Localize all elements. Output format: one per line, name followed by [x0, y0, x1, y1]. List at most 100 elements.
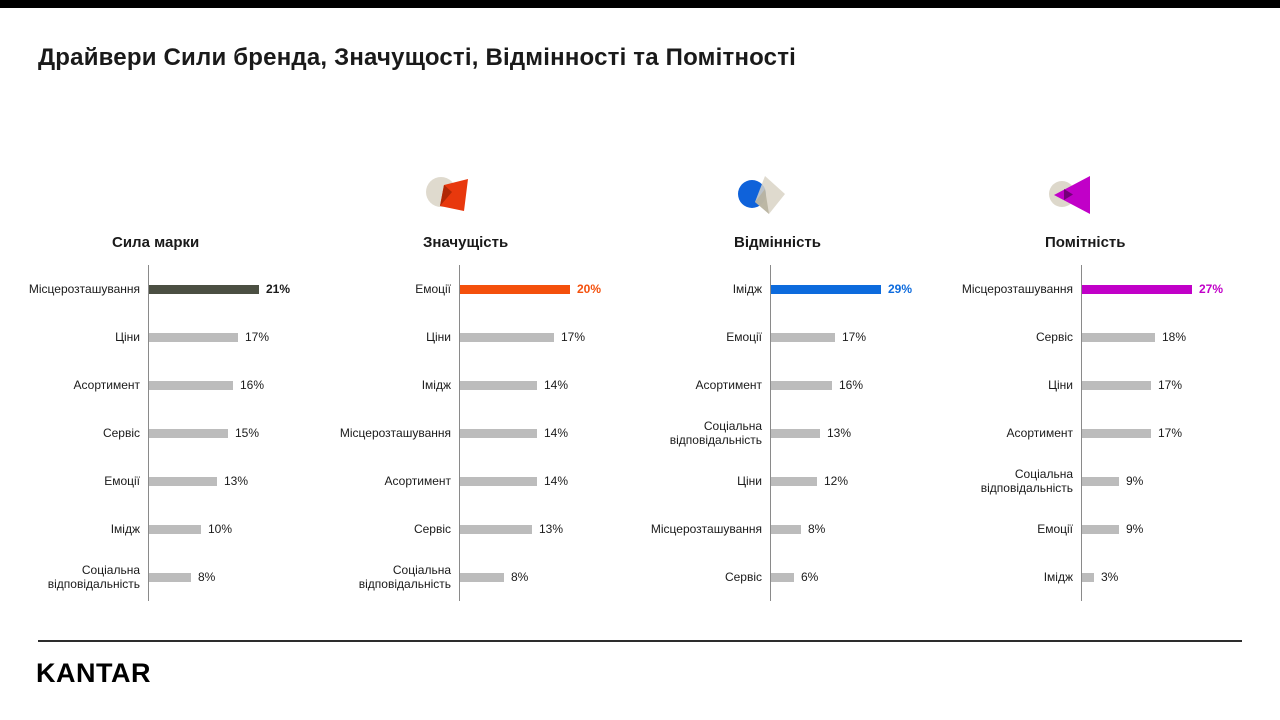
- category-label: Соціальна відповідальність: [669, 418, 762, 447]
- value-label: 8%: [198, 570, 216, 584]
- value-label: 9%: [1126, 522, 1144, 536]
- bar-row: Сервіс 6%: [640, 553, 951, 601]
- bar-area: 17%: [770, 313, 951, 361]
- bar-row: Емоції 17%: [640, 313, 951, 361]
- bar: [771, 524, 801, 534]
- bar-area: 3%: [1081, 553, 1262, 601]
- category-label: Ціни: [426, 329, 451, 344]
- category-label: Асортимент: [1006, 425, 1073, 440]
- bar-row: Імідж 10%: [18, 505, 329, 553]
- bar-row: Асортимент 16%: [18, 361, 329, 409]
- category-label: Емоції: [104, 473, 140, 488]
- value-label: 29%: [888, 282, 913, 296]
- value-label: 17%: [245, 330, 270, 344]
- bar-row: Імідж 29%: [640, 265, 951, 313]
- value-label: 14%: [544, 378, 569, 392]
- bar: [771, 572, 794, 582]
- bar: [460, 284, 570, 294]
- bar-row: Ціни 17%: [951, 361, 1262, 409]
- value-label: 17%: [561, 330, 586, 344]
- bar: [1082, 476, 1119, 486]
- category-label: Місцерозташування: [28, 281, 140, 296]
- bar-area: 14%: [459, 409, 640, 457]
- chart-rows: Місцерозташування 27% Сервіс 18% Ціни 17% Асор…: [951, 265, 1262, 601]
- category-label: Емоції: [726, 329, 762, 344]
- bar-area: 17%: [1081, 409, 1262, 457]
- bar: [460, 332, 554, 342]
- bar-row: Імідж 3%: [951, 553, 1262, 601]
- value-label: 16%: [240, 378, 265, 392]
- chart-title-different: Відмінність: [734, 234, 821, 251]
- chart-different: Відмінність Імідж 29% Емоції 17% Асортимент 16…: [640, 172, 951, 601]
- bar-area: 21%: [148, 265, 329, 313]
- bar: [149, 572, 191, 582]
- different-icon: [734, 172, 951, 226]
- bar: [1082, 572, 1094, 582]
- bar-area: 17%: [1081, 361, 1262, 409]
- bar-area: 8%: [148, 553, 329, 601]
- category-label: Місцерозташування: [339, 425, 451, 440]
- bar: [460, 380, 537, 390]
- category-label: Сервіс: [1035, 329, 1073, 344]
- bar: [771, 476, 817, 486]
- chart-title-meaningful: Значущість: [423, 234, 509, 251]
- salient-icon: [1045, 172, 1262, 226]
- bar-row: Сервіс 15%: [18, 409, 329, 457]
- bar-area: 17%: [459, 313, 640, 361]
- top-accent-bar: [0, 0, 1280, 8]
- value-label: 12%: [824, 474, 849, 488]
- bar: [149, 476, 217, 486]
- bar-area: 17%: [148, 313, 329, 361]
- bar-area: 16%: [148, 361, 329, 409]
- chart-meaningful: Значущість Емоції 20% Ціни 17% Імідж 14% Місцер…: [329, 172, 640, 601]
- category-label: Асортимент: [384, 473, 451, 488]
- bar-area: 10%: [148, 505, 329, 553]
- bar: [771, 332, 835, 342]
- bar: [1082, 332, 1155, 342]
- bar: [149, 380, 233, 390]
- bar: [1082, 524, 1119, 534]
- bar-area: 13%: [148, 457, 329, 505]
- chart-rows: Емоції 20% Ціни 17% Імідж 14% Місцерозташуванн…: [329, 265, 640, 601]
- bar-area: 16%: [770, 361, 951, 409]
- category-label: Імідж: [1043, 569, 1073, 584]
- svg-text:%: %: [124, 187, 139, 206]
- chart-title-salient: Помітність: [1045, 234, 1126, 251]
- bar-area: 27%: [1081, 265, 1262, 313]
- brand-strength-icon: %: [112, 172, 329, 226]
- bar: [149, 428, 228, 438]
- category-label: Імідж: [110, 521, 140, 536]
- chart-rows: Імідж 29% Емоції 17% Асортимент 16% Соціальна …: [640, 265, 951, 601]
- bar-row: Ціни 17%: [18, 313, 329, 361]
- category-label: Соціальна відповідальність: [47, 562, 140, 591]
- chart-salient: Помітність Місцерозташування 27% Сервіс 18% Ц…: [951, 172, 1262, 601]
- chart-brand-strength: % Сила марки Місцерозташування 21% Ціни 17% Ас…: [18, 172, 329, 601]
- category-label: Місцерозташування: [961, 281, 1073, 296]
- value-label: 18%: [1162, 330, 1187, 344]
- bar-row: Емоції 20%: [329, 265, 640, 313]
- bar-row: Соціальна відповідальність 9%: [951, 457, 1262, 505]
- bar-row: Місцерозташування 14%: [329, 409, 640, 457]
- chart-title-brand-strength: Сила марки: [112, 234, 200, 251]
- category-label: Асортимент: [73, 377, 140, 392]
- bar-area: 14%: [459, 457, 640, 505]
- value-label: 14%: [544, 426, 569, 440]
- bar: [771, 380, 832, 390]
- category-label: Сервіс: [724, 569, 762, 584]
- bar-row: Соціальна відповідальність 8%: [329, 553, 640, 601]
- kantar-logo: KANTAR: [36, 658, 151, 688]
- bar-row: Сервіс 13%: [329, 505, 640, 553]
- category-label: Асортимент: [695, 377, 762, 392]
- category-label: Соціальна відповідальність: [980, 466, 1073, 495]
- bar-row: Соціальна відповідальність 13%: [640, 409, 951, 457]
- bar-area: 9%: [1081, 505, 1262, 553]
- value-label: 8%: [808, 522, 826, 536]
- bar: [771, 284, 881, 294]
- bar: [149, 332, 238, 342]
- bar-row: Місцерозташування 27%: [951, 265, 1262, 313]
- bar-row: Асортимент 16%: [640, 361, 951, 409]
- bar-area: 8%: [770, 505, 951, 553]
- category-label: Сервіс: [102, 425, 140, 440]
- value-label: 6%: [801, 570, 819, 584]
- category-label: Ціни: [1048, 377, 1073, 392]
